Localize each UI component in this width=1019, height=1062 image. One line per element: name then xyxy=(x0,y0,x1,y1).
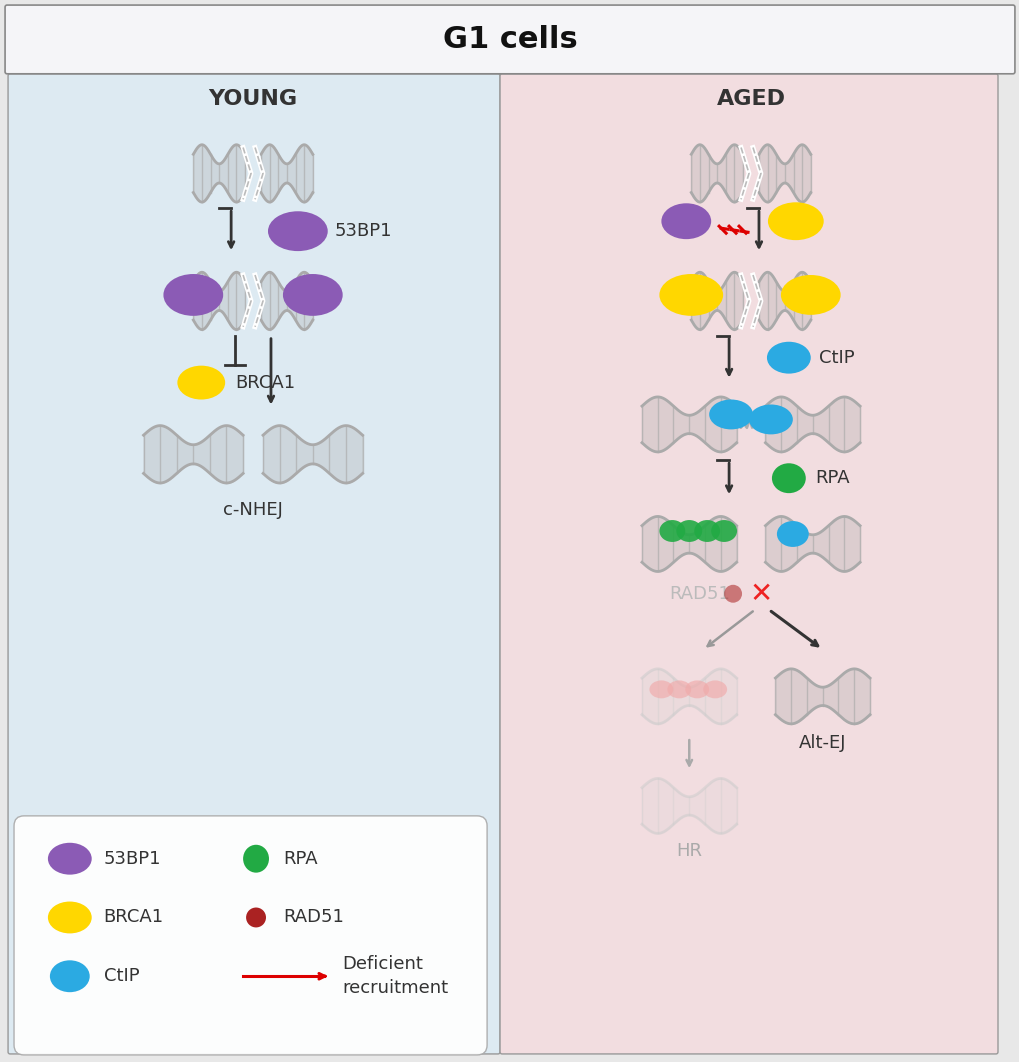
Text: RAD51: RAD51 xyxy=(668,585,730,603)
Ellipse shape xyxy=(177,365,225,399)
FancyBboxPatch shape xyxy=(5,5,1014,73)
Text: BRCA1: BRCA1 xyxy=(104,908,164,926)
Text: BRCA1: BRCA1 xyxy=(235,374,294,392)
Text: 53BP1: 53BP1 xyxy=(104,850,161,868)
Ellipse shape xyxy=(723,585,741,603)
Text: ✕: ✕ xyxy=(749,580,771,607)
Text: Alt-EJ: Alt-EJ xyxy=(798,734,846,752)
Ellipse shape xyxy=(766,342,810,374)
Text: CtIP: CtIP xyxy=(818,348,854,366)
FancyBboxPatch shape xyxy=(499,73,997,1054)
Ellipse shape xyxy=(767,202,823,240)
Ellipse shape xyxy=(710,520,737,542)
Text: RPA: RPA xyxy=(282,850,317,868)
Ellipse shape xyxy=(666,681,691,699)
Ellipse shape xyxy=(658,520,685,542)
Ellipse shape xyxy=(771,463,805,493)
Ellipse shape xyxy=(50,960,90,992)
Text: Deficient
recruitment: Deficient recruitment xyxy=(342,956,448,997)
Ellipse shape xyxy=(702,681,727,699)
Ellipse shape xyxy=(676,520,701,542)
Ellipse shape xyxy=(685,681,708,699)
Ellipse shape xyxy=(658,274,722,315)
FancyBboxPatch shape xyxy=(8,73,499,1054)
Ellipse shape xyxy=(48,902,92,933)
Ellipse shape xyxy=(748,405,792,434)
Ellipse shape xyxy=(694,520,719,542)
Ellipse shape xyxy=(246,908,266,927)
Ellipse shape xyxy=(282,274,342,315)
Ellipse shape xyxy=(243,844,269,873)
FancyBboxPatch shape xyxy=(14,816,487,1055)
Text: RAD51: RAD51 xyxy=(282,908,343,926)
Ellipse shape xyxy=(660,203,710,239)
Text: HR: HR xyxy=(676,842,701,860)
Ellipse shape xyxy=(268,211,327,251)
Ellipse shape xyxy=(781,275,840,314)
Ellipse shape xyxy=(776,521,808,547)
Ellipse shape xyxy=(48,843,92,875)
Text: c-NHEJ: c-NHEJ xyxy=(223,501,282,519)
Text: RPA: RPA xyxy=(815,469,850,487)
Ellipse shape xyxy=(708,399,752,429)
Text: 53BP1: 53BP1 xyxy=(334,222,392,240)
Ellipse shape xyxy=(163,274,223,315)
Text: AGED: AGED xyxy=(715,89,785,108)
Text: G1 cells: G1 cells xyxy=(442,24,577,54)
Ellipse shape xyxy=(649,681,673,699)
Text: CtIP: CtIP xyxy=(104,967,140,986)
Text: YOUNG: YOUNG xyxy=(208,89,298,108)
